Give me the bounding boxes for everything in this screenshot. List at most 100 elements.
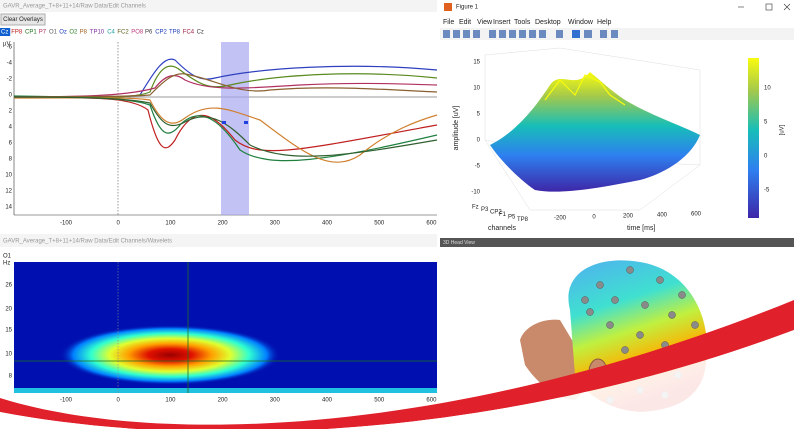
channel-label[interactable]: C4 (107, 30, 115, 36)
colorbar-label: [uV] (780, 124, 786, 135)
panel-title: 3D Head View (443, 240, 475, 246)
menu-item[interactable]: Tools (514, 19, 531, 26)
x-tick-label: 100 (165, 221, 176, 227)
time-tick-label: -200 (554, 216, 567, 222)
icon (444, 3, 452, 11)
colorbar-tick-label: 5 (764, 120, 768, 126)
channel-label[interactable]: P7 (39, 30, 47, 36)
axis-label: amplitude [uV] (453, 106, 460, 151)
channel-label[interactable]: FP8 (11, 30, 23, 36)
wavelet-blob (60, 325, 280, 385)
y-tick-label: 15 (5, 328, 12, 334)
window-title-bar (440, 0, 794, 15)
button[interactable] (0, 13, 46, 26)
menu-item[interactable]: Help (597, 19, 612, 26)
marker (244, 121, 248, 124)
channel-label[interactable]: P6 (145, 30, 153, 36)
wavelet-edge (14, 388, 437, 393)
y-tick-label: -4 (7, 61, 13, 67)
colorbar-tick-label: -5 (764, 188, 770, 194)
channel-label[interactable]: O1 (49, 30, 58, 36)
menu-item[interactable]: Insert (493, 19, 511, 26)
x-tick-label: -100 (60, 221, 73, 227)
time-tick-label: 400 (657, 213, 668, 219)
colorbar-tick-label: 0 (764, 154, 768, 160)
time-tick-label: 200 (623, 214, 634, 220)
marker (222, 121, 226, 124)
title-bar (0, 234, 437, 247)
channel-label[interactable]: Cz (197, 30, 204, 36)
channel-label[interactable]: TP8 (169, 30, 181, 36)
menu-item[interactable]: Edit (459, 19, 471, 26)
colorbar-tick-label: 10 (764, 86, 771, 92)
channel-label[interactable]: CP2 (155, 30, 167, 36)
menu-item[interactable]: File (443, 19, 454, 26)
y-tick-label: 20 (5, 307, 12, 313)
x-tick-label: 300 (270, 221, 281, 227)
axis-label: time [ms] (627, 225, 655, 232)
unit: µV (3, 42, 10, 48)
z-tick-label: -5 (475, 164, 481, 170)
surface (490, 72, 700, 192)
time-tick-label: 600 (691, 212, 702, 218)
colorbar (748, 58, 759, 218)
y-tick-label: 12 (5, 189, 12, 195)
y-tick-label: 26 (5, 283, 12, 289)
channel-label[interactable]: O2 (69, 30, 78, 36)
x-tick-label: 0 (117, 398, 121, 404)
channel-label[interactable]: Oz (59, 30, 67, 36)
axis-label: channels (488, 225, 517, 232)
y-tick-label: 8 (9, 374, 13, 380)
swoosh (0, 300, 794, 429)
title-bar (440, 238, 794, 247)
channel-tick-label: Fz (472, 205, 479, 211)
channel-tick-label: P3 (481, 207, 489, 213)
menu-item[interactable]: Window (568, 19, 594, 26)
unit: Hz (3, 261, 10, 267)
toolbar-icons (443, 30, 618, 38)
y-tick-label: 2 (9, 109, 13, 115)
channel-tick-label: F1 (499, 212, 507, 218)
y-tick-label: 10 (5, 352, 12, 358)
x-tick-label: 100 (165, 398, 176, 404)
x-tick-label: 0 (117, 221, 121, 227)
x-tick-label: 200 (218, 221, 229, 227)
channel-tick-label: TP8 (517, 217, 529, 223)
channel-label[interactable]: FC4 (183, 30, 195, 36)
y-tick-label: 6 (9, 141, 13, 147)
x-tick-label: 200 (218, 398, 229, 404)
surface-ridge (544, 74, 626, 106)
y-tick-label: -6 (7, 45, 13, 51)
channel: O1 (3, 254, 12, 260)
channel-tick-label: CP2 (490, 210, 502, 216)
menu-item[interactable]: View (477, 19, 493, 26)
y-tick-label: 0 (9, 93, 13, 99)
channel-label[interactable]: Cz (1, 30, 8, 36)
swoosh-base (0, 330, 794, 429)
close[interactable] (783, 3, 791, 11)
channel-tick-label: P5 (508, 215, 516, 221)
time-tick-label: 0 (592, 215, 596, 221)
x-tick-label: 600 (426, 221, 437, 227)
waveforms (13, 58, 438, 163)
channel-label[interactable]: CP1 (25, 30, 37, 36)
z-tick-label: 10 (473, 86, 480, 92)
y-tick-label: 8 (9, 157, 13, 163)
maximize[interactable] (765, 3, 773, 11)
channel-label[interactable]: P8 (80, 30, 88, 36)
channel-label[interactable]: TP10 (90, 30, 105, 36)
button-label[interactable]: Clear Overlays (3, 17, 43, 23)
x-tick-label: 400 (322, 221, 333, 227)
z-tick-label: 0 (477, 138, 481, 144)
channel-highlight (0, 28, 11, 36)
channel-label[interactable]: FC2 (117, 30, 129, 36)
y-tick-label: 4 (9, 125, 13, 131)
x-tick-label: 500 (374, 221, 385, 227)
panel-title: GAVR_Average_T+8+11+14/Raw Data/Edit Cha… (3, 239, 172, 245)
panel-title: GAVR_Average_T+8+11+14/Raw Data/Edit Cha… (3, 4, 146, 10)
z-tick-label: 5 (477, 112, 481, 118)
z-tick-label: -10 (471, 190, 480, 196)
channel-label[interactable]: PO8 (131, 30, 144, 36)
menu-item[interactable]: Desktop (535, 19, 561, 26)
